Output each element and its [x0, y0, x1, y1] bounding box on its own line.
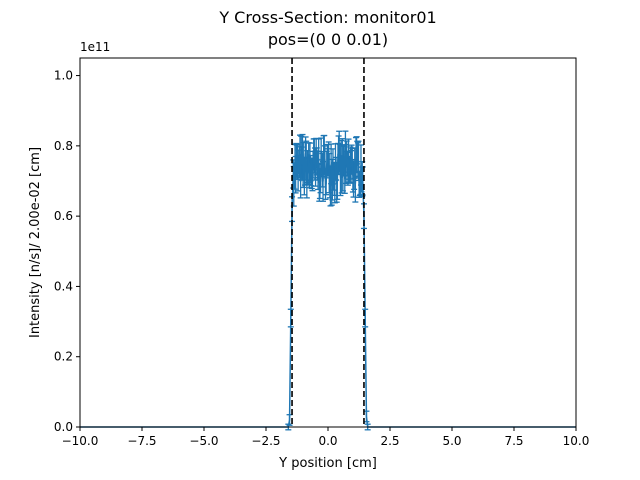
x-tick-label: 0.0: [318, 434, 337, 448]
plot-content: [80, 58, 576, 431]
x-axis: −10.0 −7.5 −5.0 −2.5 0.0 2.5 5.0 7.5 10.0: [62, 427, 590, 448]
x-tick-label: −5.0: [189, 434, 218, 448]
x-tick-label: 10.0: [563, 434, 590, 448]
x-tick-label: −10.0: [62, 434, 99, 448]
y-tick-label: 1.0: [54, 69, 73, 83]
y-tick-label: 0.6: [54, 209, 73, 223]
y-axis: 0.0 0.2 0.4 0.6 0.8 1.0: [54, 69, 80, 434]
x-tick-label: 2.5: [380, 434, 399, 448]
plot-frame: [79, 57, 577, 428]
y-tick-label: 0.0: [54, 420, 73, 434]
x-axis-label: Y position [cm]: [278, 456, 377, 471]
y-tick-label: 0.4: [54, 279, 73, 293]
y-tick-label: 0.2: [54, 350, 73, 364]
chart-title: Y Cross-Section: monitor01: [218, 8, 436, 27]
y-offset-label: 1e11: [80, 40, 110, 54]
x-tick-label: 7.5: [504, 434, 523, 448]
y-axis-label: Intensity [n/s]/ 2.00e-02 [cm]: [28, 147, 43, 338]
x-tick-label: −2.5: [251, 434, 280, 448]
chart-subtitle: pos=(0 0 0.01): [268, 30, 388, 49]
x-tick-label: 5.0: [442, 434, 461, 448]
y-tick-label: 0.8: [54, 139, 73, 153]
x-tick-label: −7.5: [127, 434, 156, 448]
